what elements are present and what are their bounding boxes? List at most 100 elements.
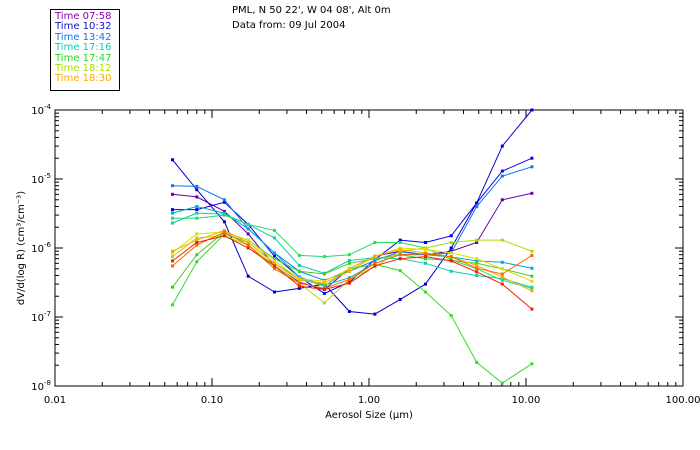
data-point	[500, 260, 504, 264]
data-point	[273, 236, 276, 240]
data-point	[273, 261, 276, 265]
data-point	[347, 267, 351, 271]
data-point	[424, 282, 427, 286]
data-point	[530, 362, 534, 366]
legend-entry: Time 18:30	[55, 73, 112, 85]
data-point	[530, 165, 534, 169]
data-point	[195, 205, 199, 208]
data-point	[322, 301, 326, 305]
data-point	[222, 228, 226, 232]
data-point	[222, 209, 226, 213]
data-point	[297, 269, 301, 273]
data-point	[297, 278, 301, 282]
data-point	[171, 259, 174, 263]
data-point	[273, 228, 276, 232]
y-tick-label: 10-4	[31, 103, 51, 117]
series-layer	[171, 108, 534, 385]
data-point	[222, 213, 226, 217]
legend-entry: Time 10:32	[55, 21, 112, 33]
data-point	[398, 269, 402, 273]
series-line	[172, 109, 533, 315]
data-point	[322, 291, 326, 295]
data-point	[475, 360, 479, 364]
data-point	[195, 238, 199, 242]
data-point	[475, 263, 479, 267]
y-tick-label: 10-8	[31, 379, 51, 393]
data-point	[373, 261, 377, 265]
data-point	[273, 290, 276, 294]
x-tick-label: 0.01	[44, 395, 66, 406]
data-point	[530, 108, 534, 112]
plot-frame	[54, 109, 684, 387]
data-point	[475, 259, 479, 263]
data-point	[171, 184, 174, 188]
data-point	[347, 253, 351, 257]
data-point	[171, 264, 174, 268]
data-point	[373, 254, 377, 258]
data-point	[500, 174, 504, 178]
data-point	[222, 220, 226, 224]
data-point	[500, 267, 504, 271]
data-point	[347, 259, 351, 262]
legend-entry: Time 17:16	[55, 42, 112, 54]
x-tick-label: 10.00	[512, 395, 541, 406]
legend-entry: Time 17:47	[55, 52, 112, 64]
data-point	[171, 255, 174, 259]
data-point	[322, 284, 326, 288]
data-point	[322, 288, 326, 291]
data-point	[398, 249, 402, 253]
data-point	[530, 286, 534, 290]
data-point	[449, 269, 453, 273]
data-point	[500, 381, 504, 385]
data-point	[530, 156, 534, 160]
data-point	[449, 246, 453, 250]
data-point	[500, 144, 504, 148]
chart-date: Data from: 09 Jul 2004	[232, 20, 346, 31]
y-axis-label: dV/d(log R) (cm³/cm⁻³)	[16, 191, 27, 305]
data-point	[347, 310, 351, 313]
series-12	[171, 228, 534, 293]
data-point	[347, 281, 351, 285]
data-point	[530, 191, 534, 195]
data-point	[530, 279, 534, 283]
data-point	[246, 243, 250, 247]
data-point	[195, 184, 199, 188]
data-point	[424, 255, 427, 259]
y-tick-label: 10-6	[31, 241, 51, 255]
data-point	[297, 277, 301, 281]
data-point	[171, 285, 174, 289]
data-point	[297, 263, 301, 267]
data-point	[195, 260, 199, 264]
data-point	[347, 276, 351, 280]
data-point	[171, 221, 174, 225]
data-point	[222, 234, 226, 238]
data-point	[222, 232, 226, 236]
data-point	[297, 286, 301, 290]
data-point	[500, 238, 504, 242]
data-point	[171, 192, 174, 196]
data-point	[398, 238, 402, 242]
data-point	[475, 238, 479, 242]
data-point	[424, 252, 427, 256]
axis-ticks: 0.01 0.10 1.00 10.00 100.00 10-8 10-7 10-6 10-5 1…	[31, 103, 700, 406]
x-tick-label: 100.00	[666, 395, 700, 406]
data-point	[398, 297, 402, 301]
data-point	[171, 158, 174, 162]
data-point	[222, 200, 226, 204]
data-point	[424, 290, 427, 294]
data-point	[500, 169, 504, 173]
data-point	[449, 234, 453, 238]
data-point	[373, 259, 377, 262]
data-point	[195, 232, 199, 236]
data-point	[398, 253, 402, 257]
data-point	[322, 255, 326, 259]
data-point	[530, 307, 534, 311]
y-tick-label: 10-5	[31, 172, 51, 186]
data-point	[373, 257, 377, 261]
data-point	[500, 277, 504, 281]
data-point	[347, 269, 351, 273]
data-point	[195, 195, 199, 199]
data-point	[273, 257, 276, 261]
series-3	[171, 156, 534, 295]
